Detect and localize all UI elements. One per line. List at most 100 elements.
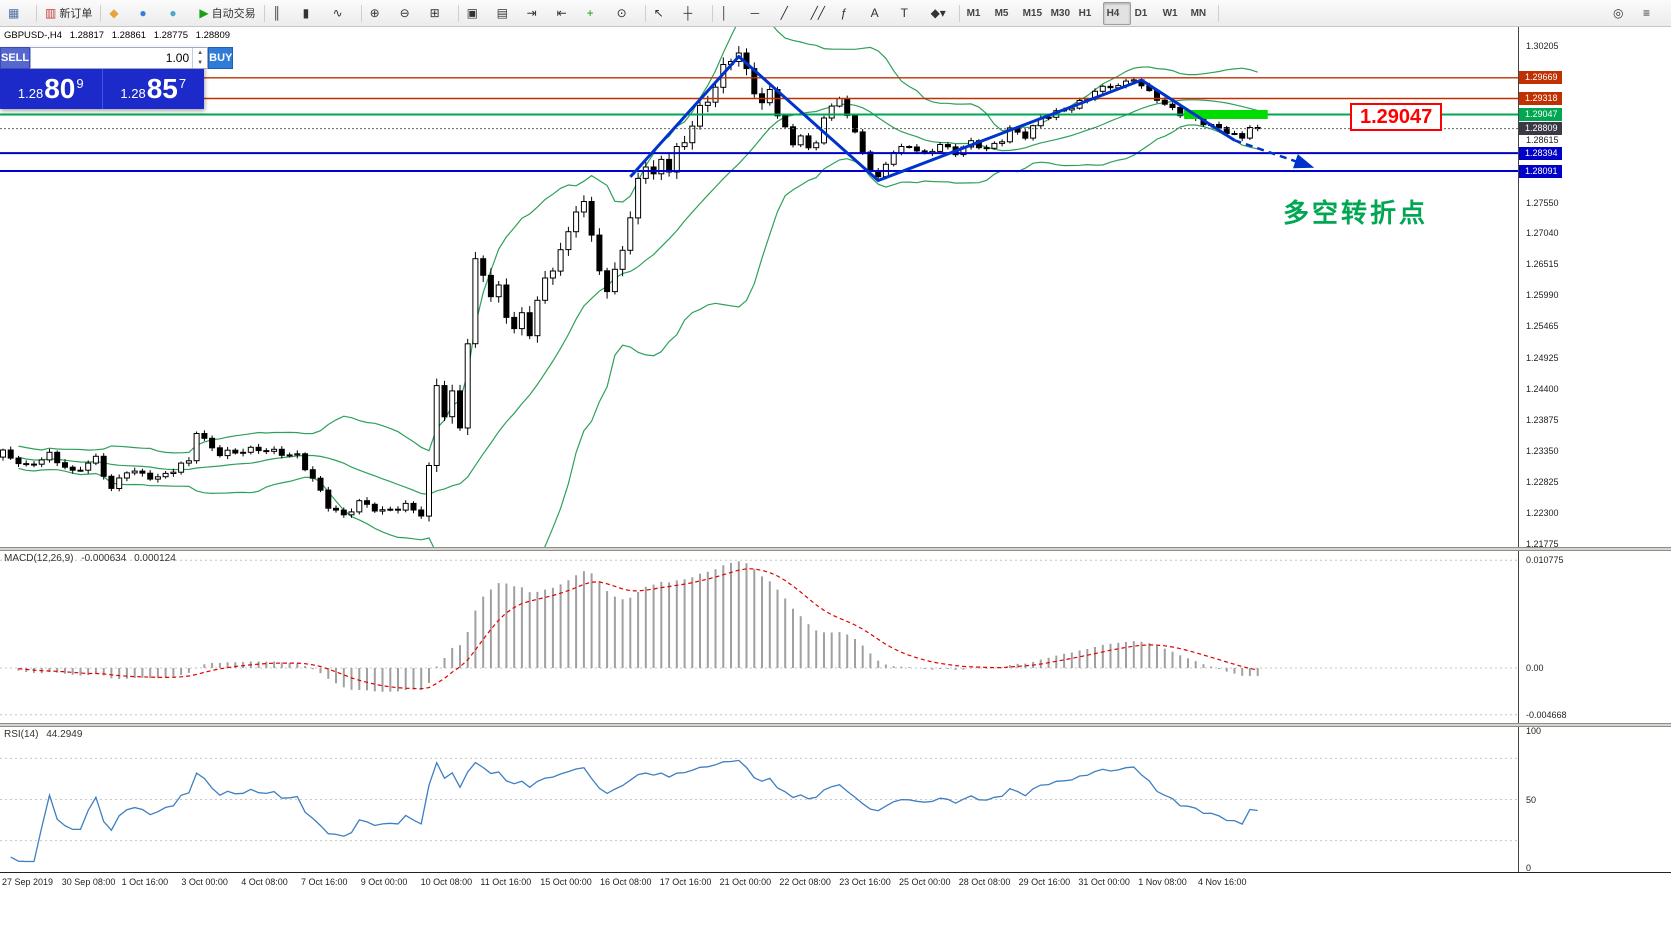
indicators-icon[interactable]: + xyxy=(582,2,612,25)
price-scale-label: 1.27040 xyxy=(1526,228,1559,238)
timeframe-m5[interactable]: M5 xyxy=(991,2,1019,25)
chart-ohlc-header: GBPUSD-,H4 1.28817 1.28861 1.28775 1.288… xyxy=(4,30,235,41)
timeframe-m5-label: M5 xyxy=(994,7,1009,19)
timeframe-m15[interactable]: M15 xyxy=(1019,2,1047,25)
cursor-icon[interactable]: ↖ xyxy=(649,2,679,25)
text-icon[interactable]: A xyxy=(866,2,896,25)
vertical-line-icon[interactable]: │ xyxy=(716,2,746,25)
new-chart-icon[interactable]: ▣ xyxy=(462,2,492,25)
ohlc-close: 1.28809 xyxy=(195,30,231,41)
fibonacci-icon[interactable]: ƒ xyxy=(836,2,866,25)
time-axis-label: 3 Oct 00:00 xyxy=(181,877,228,887)
chart-window-icon[interactable]: ▦ xyxy=(3,2,33,25)
chart-window-icon: ▦ xyxy=(8,6,20,20)
price-scale-label: 1.28615 xyxy=(1526,135,1559,145)
market-icon[interactable]: ● xyxy=(164,2,194,25)
price-scale[interactable]: 1.30205 1.28615 1.27550 1.27040 1.26515 1.259… xyxy=(1518,27,1671,873)
trendline-icon[interactable]: ╱ xyxy=(776,2,806,25)
timeframe-h1[interactable]: H1 xyxy=(1075,2,1103,25)
rsi-canvas[interactable] xyxy=(0,727,1518,872)
price-tag: 1.28809 xyxy=(1519,122,1562,136)
bar-chart-icon: ║ xyxy=(272,6,282,20)
market-icon: ● xyxy=(169,6,177,20)
rsi-panel[interactable]: RSI(14) 44.2949 xyxy=(0,727,1518,872)
community-icon[interactable]: ● xyxy=(134,2,164,25)
bar-chart-icon[interactable]: ║ xyxy=(268,2,298,25)
time-axis-label: 31 Oct 00:00 xyxy=(1078,877,1130,887)
macd-name: MACD(12,26,9) xyxy=(4,553,74,564)
vertical-line-icon: │ xyxy=(720,6,729,20)
macd-panel-splitter[interactable] xyxy=(0,547,1671,551)
chart-shift-icon[interactable]: ⇤ xyxy=(552,2,582,25)
price-callout-label[interactable]: 1.29047 xyxy=(1350,103,1443,131)
rsi-panel-splitter[interactable] xyxy=(0,723,1671,727)
rsi-value: 44.2949 xyxy=(46,729,83,740)
time-axis-label: 7 Oct 16:00 xyxy=(301,877,348,887)
rsi-scale-label: 50 xyxy=(1526,794,1537,805)
buy-price-display[interactable]: 1.28 85 7 xyxy=(103,69,205,109)
ohlc-low: 1.28775 xyxy=(153,30,189,41)
time-axis-label: 30 Sep 08:00 xyxy=(61,877,116,887)
search-icon[interactable]: ◎ xyxy=(1608,2,1638,25)
timeframe-w1[interactable]: W1 xyxy=(1159,2,1187,25)
trendline-icon: ╱ xyxy=(780,6,788,20)
new-order-icon: ▥ xyxy=(45,6,57,20)
timeframe-mn[interactable]: MN xyxy=(1187,2,1215,25)
shapes-icon[interactable]: ◆▾ xyxy=(926,2,956,25)
time-axis-label: 15 Oct 00:00 xyxy=(540,877,592,887)
toolbar-separator xyxy=(360,4,362,22)
sell-price-display[interactable]: 1.28 80 9 xyxy=(0,69,102,109)
macd-panel[interactable]: MACD(12,26,9) -0.000634 0.000124 xyxy=(0,551,1518,723)
timeframe-h4[interactable]: H4 xyxy=(1102,1,1131,25)
sell-button[interactable]: SELL xyxy=(0,47,31,69)
shapes-icon: ◆▾ xyxy=(930,6,946,20)
broadcast-icon[interactable]: ◆ xyxy=(104,2,134,25)
time-axis-label: 17 Oct 16:00 xyxy=(659,877,712,887)
macd-signal-value: 0.000124 xyxy=(134,553,176,564)
volume-input[interactable] xyxy=(31,48,193,68)
community-icon: ● xyxy=(139,6,147,20)
auto-scroll-icon[interactable]: ⇥ xyxy=(522,2,552,25)
macd-canvas[interactable] xyxy=(0,551,1518,723)
horizontal-line-icon[interactable]: ─ xyxy=(746,2,776,25)
timeframe-d1[interactable]: D1 xyxy=(1131,2,1159,25)
price-tag: 1.28394 xyxy=(1519,146,1562,160)
buy-price-prefix: 1.28 xyxy=(120,86,146,101)
menu-icon[interactable]: ≡ xyxy=(1638,2,1668,25)
timeframe-m1[interactable]: M1 xyxy=(963,2,991,25)
toolbar-separator xyxy=(100,4,102,22)
new-order-button-label: 新订单 xyxy=(59,8,93,20)
zoom-in-icon: ⊕ xyxy=(369,6,380,20)
channel-icon: ╱╱ xyxy=(810,6,826,20)
zoom-in-icon[interactable]: ⊕ xyxy=(365,2,395,25)
price-scale-label: 1.23350 xyxy=(1526,445,1559,456)
profiles-icon[interactable]: ▤ xyxy=(492,2,522,25)
candlestick-chart-icon: ▮ xyxy=(302,6,310,20)
channel-icon[interactable]: ╱╱ xyxy=(806,2,836,25)
time-axis-border xyxy=(0,872,1671,873)
time-axis[interactable]: 27 Sep 2019 30 Sep 08:00 1 Oct 16:00 3 Oct … xyxy=(0,874,1671,896)
auto-scroll-icon: ⇥ xyxy=(526,6,537,20)
new-order-button[interactable]: ▥ 新订单 xyxy=(40,2,97,25)
crosshair-icon: ┼ xyxy=(683,6,693,20)
time-axis-label: 28 Oct 08:00 xyxy=(958,877,1011,887)
autotrading-button[interactable]: ▶ 自动交易 xyxy=(194,2,260,25)
volume-spinner[interactable]: ▲ ▼ xyxy=(192,48,207,68)
main-chart-panel[interactable]: GBPUSD-,H4 1.28817 1.28861 1.28775 1.288… xyxy=(0,27,1518,547)
price-scale-label: 1.26515 xyxy=(1526,259,1559,269)
label-icon[interactable]: T xyxy=(896,2,926,25)
periods-icon[interactable]: ⊙ xyxy=(612,2,642,25)
crosshair-icon[interactable]: ┼ xyxy=(679,2,709,25)
timeframe-m30[interactable]: M30 xyxy=(1047,2,1075,25)
buy-button[interactable]: BUY xyxy=(208,47,234,69)
main-chart-canvas[interactable] xyxy=(0,27,1518,547)
pivot-annotation-text[interactable]: 多空转折点 xyxy=(1283,198,1429,228)
ohlc-high: 1.28861 xyxy=(111,30,147,41)
line-chart-icon[interactable]: ∿ xyxy=(328,2,358,25)
zoom-out-icon[interactable]: ⊖ xyxy=(395,2,425,25)
sell-price-big: 80 xyxy=(44,73,76,104)
spinner-up-icon[interactable]: ▲ xyxy=(197,50,204,56)
spinner-down-icon[interactable]: ▼ xyxy=(197,60,204,66)
candlestick-chart-icon[interactable]: ▮ xyxy=(298,2,328,25)
tile-windows-icon[interactable]: ⊞ xyxy=(425,2,455,25)
